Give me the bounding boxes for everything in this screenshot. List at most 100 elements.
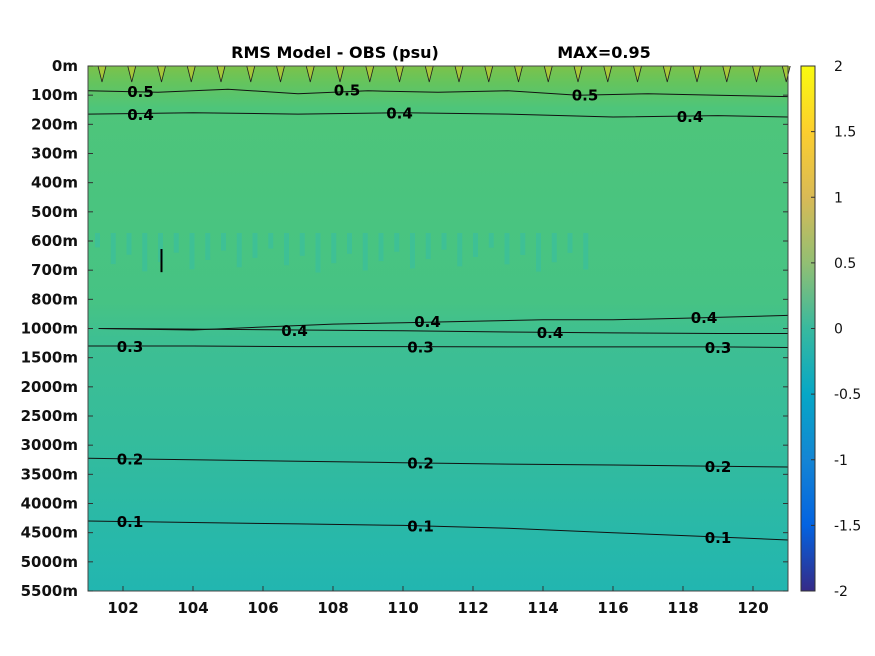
x-tick-label: 106 bbox=[247, 599, 278, 617]
mid-depth-patch bbox=[158, 233, 163, 262]
y-tick-label: 3500m bbox=[21, 465, 78, 483]
mid-depth-patch bbox=[473, 233, 478, 257]
mid-depth-patch bbox=[394, 233, 400, 252]
mid-depth-patch bbox=[236, 233, 242, 268]
surface-spike bbox=[186, 65, 196, 83]
y-tick-label: 600m bbox=[31, 232, 78, 250]
y-tick-label: 400m bbox=[31, 174, 78, 192]
x-tick-label: 108 bbox=[317, 599, 348, 617]
contour-label: 0.1 bbox=[407, 517, 434, 535]
contour-label: 0.4 bbox=[677, 108, 704, 126]
max-label: MAX=0.95 bbox=[557, 43, 651, 62]
surface-spike bbox=[127, 65, 137, 83]
x-tick-label: 114 bbox=[527, 599, 558, 617]
mid-depth-patch bbox=[252, 233, 258, 258]
contour-line bbox=[87, 88, 789, 98]
contour-label: 0.4 bbox=[691, 309, 718, 327]
surface-spike bbox=[305, 65, 315, 83]
surface-spike bbox=[246, 65, 256, 83]
contour-label: 0.4 bbox=[281, 322, 308, 340]
surface-spike bbox=[276, 65, 285, 83]
mid-depth-patch bbox=[284, 233, 289, 266]
noise-patches bbox=[95, 65, 791, 273]
y-tick-label: 5500m bbox=[21, 582, 78, 600]
surface-spike bbox=[752, 65, 761, 83]
surface-spike bbox=[365, 65, 375, 83]
contour-line bbox=[98, 314, 789, 331]
mid-depth-patch bbox=[567, 233, 573, 253]
colorbar-tick-label: -1 bbox=[834, 453, 848, 469]
y-tick-label: 1500m bbox=[21, 349, 78, 367]
contour-label: 0.2 bbox=[117, 450, 144, 468]
x-tick-label: 110 bbox=[387, 599, 418, 617]
surface-spike bbox=[335, 65, 345, 83]
plot-area: 0.5 0.5 0.5 0.4 0.4 0.4 0.4 0.4 0.4 0.4 0.3 0.3 0.3 0… bbox=[87, 65, 791, 592]
y-tick-label: 5000m bbox=[21, 553, 78, 571]
mid-depth-patch bbox=[425, 233, 431, 260]
mid-depth-patch bbox=[504, 233, 510, 265]
mid-depth-patch bbox=[410, 233, 415, 269]
y-tick-label: 300m bbox=[31, 145, 78, 163]
surface-spike bbox=[722, 65, 732, 83]
surface-spike bbox=[543, 65, 553, 83]
contour-label: 0.1 bbox=[705, 529, 732, 547]
mid-depth-patch bbox=[441, 233, 447, 250]
y-tick-label: 4500m bbox=[21, 524, 78, 542]
colorbar-tick-label: -0.5 bbox=[834, 387, 861, 403]
x-axis: 102 104 106 108 110 112 114 116 118 120 bbox=[107, 586, 769, 617]
contour-label: 0.2 bbox=[407, 455, 434, 473]
mid-depth-patch bbox=[110, 233, 116, 265]
chart-title: RMS Model - OBS (psu) bbox=[231, 43, 439, 62]
y-tick-label: 4000m bbox=[21, 495, 78, 513]
surface-spike bbox=[633, 65, 642, 83]
colorbar-tick-label: -2 bbox=[834, 584, 848, 600]
colorbar-tick-label: 0.5 bbox=[834, 256, 856, 272]
x-tick-label: 120 bbox=[737, 599, 768, 617]
surface-spike bbox=[603, 65, 613, 83]
contour-label: 0.3 bbox=[407, 339, 434, 357]
mid-depth-patch bbox=[457, 233, 463, 267]
mid-depth-patch bbox=[378, 233, 384, 262]
surface-spike bbox=[157, 65, 166, 83]
contour-label: 0.5 bbox=[334, 81, 361, 99]
mid-depth-patch bbox=[536, 233, 541, 272]
x-tick-label: 102 bbox=[107, 599, 138, 617]
contour-label: 0.5 bbox=[572, 86, 599, 104]
contour-lines: 0.5 0.5 0.5 0.4 0.4 0.4 0.4 0.4 0.4 0.4 0.3 0.3 0.3 0… bbox=[87, 81, 789, 547]
contour-line bbox=[87, 457, 789, 468]
mid-depth-patch bbox=[347, 233, 352, 254]
contour-line bbox=[87, 112, 789, 118]
mid-depth-patch bbox=[268, 233, 274, 249]
contour-line bbox=[88, 345, 789, 348]
contour-label: 0.4 bbox=[414, 313, 441, 331]
contour-label: 0.3 bbox=[705, 339, 732, 357]
contour-line bbox=[98, 328, 788, 334]
surface-spike bbox=[662, 65, 672, 83]
mid-depth-patch bbox=[299, 233, 305, 256]
y-tick-label: 100m bbox=[31, 86, 78, 104]
mid-depth-patch bbox=[331, 233, 337, 264]
y-tick-label: 800m bbox=[31, 290, 78, 308]
y-tick-label: 0m bbox=[52, 57, 78, 75]
colorbar-ticks: 2 1.5 1 0.5 0 -0.5 -1 -1.5 -2 bbox=[811, 59, 861, 600]
mid-depth-patch bbox=[583, 233, 589, 270]
surface-spike bbox=[454, 65, 464, 83]
mid-depth-patch bbox=[126, 233, 132, 255]
mid-depth-patch bbox=[142, 233, 148, 272]
contour-label: 0.3 bbox=[117, 338, 144, 356]
contour-label: 0.2 bbox=[705, 458, 732, 476]
mid-depth-patch bbox=[205, 233, 211, 260]
colorbar-tick-label: 0 bbox=[834, 322, 843, 338]
colorbar-tick-label: 2 bbox=[834, 59, 843, 75]
mid-depth-patch bbox=[362, 233, 368, 271]
colorbar: 2 1.5 1 0.5 0 -0.5 -1 -1.5 -2 bbox=[800, 59, 861, 600]
surface-spike bbox=[395, 65, 404, 83]
y-axis: 0m 100m 200m 300m 400m 500m 600m 700m 800m 1000m 1… bbox=[21, 57, 788, 600]
y-tick-label: 500m bbox=[31, 203, 78, 221]
colorbar-tick-label: 1 bbox=[834, 190, 843, 206]
y-tick-label: 700m bbox=[31, 261, 78, 279]
mid-depth-patch bbox=[315, 233, 321, 273]
contour-label: 0.4 bbox=[127, 106, 154, 124]
colorbar-tick-label: -1.5 bbox=[834, 518, 861, 534]
